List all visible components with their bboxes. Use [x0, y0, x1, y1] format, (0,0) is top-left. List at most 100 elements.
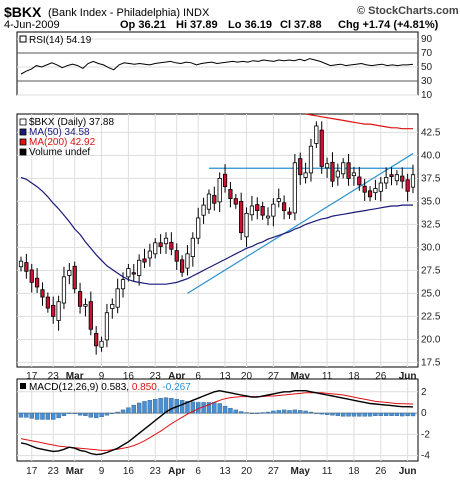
macd-histogram-bar: [136, 402, 142, 414]
candle-body: [40, 289, 45, 298]
macd-histogram-bar: [153, 399, 158, 414]
macd-x-tick-label: 11: [322, 466, 333, 477]
candle-body: [271, 203, 276, 217]
macd-legend-icon: [20, 383, 26, 389]
macd-x-axis: 17 23 Mar 9 16 23 Apr 6 13 20 27 May 11 18 26 Jun: [26, 466, 416, 477]
price-tick-label: 35.0: [421, 196, 441, 207]
macd-histogram-bar: [351, 412, 357, 417]
macd-tick-label: 0: [421, 408, 427, 419]
candle-body: [88, 301, 93, 330]
price-tick-label: 20.0: [421, 334, 441, 345]
macd-legend-part: , -0.267: [157, 382, 191, 393]
price-tick-label: 42.5: [421, 127, 441, 138]
candle-body: [56, 301, 61, 321]
macd-signal-line: [20, 392, 414, 451]
macd-histogram-bar: [217, 403, 222, 414]
candle-body: [83, 304, 88, 307]
price-x-tick-label: 23: [48, 371, 60, 382]
price-x-tick-label: 11: [322, 371, 333, 382]
chart-exchange: INDX: [183, 7, 210, 19]
candle-body: [341, 162, 346, 175]
macd-histogram-bar: [169, 397, 174, 414]
price-tick-label: 32.5: [421, 219, 441, 230]
macd-histogram-bar: [115, 411, 120, 414]
macd-histogram-bar: [238, 411, 244, 414]
rsi-tick-label: 70: [421, 48, 433, 59]
candle-body: [362, 185, 367, 193]
macd-x-tick-label: 6: [195, 466, 201, 477]
macd-x-tick-label: May: [291, 466, 311, 477]
candle-body: [351, 172, 357, 177]
candle-body: [373, 188, 378, 194]
candle-body: [212, 195, 217, 204]
price-legend-swatch: [19, 148, 27, 156]
candle-body: [255, 204, 260, 211]
candle-body: [367, 190, 373, 198]
macd-panel: -4 -2 0 2 17 23 Mar 9 16 23 Apr 6 13 20 27 May 11 18 26 Ju…: [16, 378, 430, 477]
macd-histogram-bar: [383, 412, 389, 416]
macd-histogram-bar: [163, 397, 169, 414]
price-tick-label: 27.5: [421, 265, 441, 276]
macd-histogram-bar: [29, 412, 34, 419]
candle-body: [110, 304, 115, 309]
price-tick-label: 30.0: [421, 242, 441, 253]
candle-body: [45, 296, 50, 309]
macd-histogram-bar: [400, 412, 405, 417]
candle-body: [324, 163, 330, 169]
candle-body: [185, 253, 190, 269]
macd-histogram-bar: [335, 412, 341, 416]
candle-body: [378, 182, 383, 192]
macd-tick-label: -4: [421, 451, 430, 462]
macd-histogram-bar: [340, 412, 346, 417]
macd-histogram-bar: [249, 412, 255, 414]
macd-histogram-bar: [99, 412, 104, 418]
price-legend-swatch: [19, 128, 27, 136]
macd-histogram-bar: [67, 412, 72, 414]
macd-histogram-bar: [222, 405, 228, 414]
candle-body: [249, 205, 255, 216]
macd-histogram-bar: [271, 410, 276, 414]
macd-histogram-bar: [292, 409, 298, 414]
macd-x-tick-label: 27: [268, 466, 280, 477]
macd-panel-frame: [16, 378, 419, 462]
macd-legend-part: 0.850: [132, 382, 157, 393]
candle-body: [384, 177, 389, 184]
macd-x-tick-label: Jun: [399, 466, 417, 477]
macd-tick-label: -2: [421, 429, 430, 440]
candle-body: [217, 177, 222, 203]
macd-histogram-bar: [346, 412, 351, 417]
rsi-legend-icon: [19, 35, 27, 43]
candle-body: [190, 237, 195, 257]
price-x-tick-label: 20: [241, 371, 253, 382]
macd-histogram-bar: [281, 409, 287, 414]
price-x-tick-label: 17: [26, 371, 38, 382]
candle-body: [314, 125, 319, 144]
candle-body: [142, 258, 147, 263]
macd-histogram-bar: [51, 412, 56, 420]
macd-histogram-bar: [378, 412, 383, 416]
price-x-tick-label: 27: [268, 371, 280, 382]
quote-close: Cl 37.88: [280, 19, 322, 31]
macd-histogram-bar: [56, 412, 61, 419]
price-tick-label: 37.5: [421, 173, 441, 184]
quote-high: Hi 37.89: [176, 19, 218, 31]
macd-x-tick-label: 26: [375, 466, 387, 477]
candle-body: [405, 179, 410, 192]
macd-histogram-bar: [18, 412, 24, 418]
candle-body: [158, 242, 163, 247]
macd-histogram-bar: [61, 412, 67, 416]
macd-histogram-bar: [126, 407, 131, 414]
macd-series: [18, 389, 416, 456]
macd-x-tick-label: 20: [241, 466, 253, 477]
macd-histogram-bar: [410, 412, 416, 417]
candle-body: [131, 272, 136, 275]
macd-histogram-bar: [298, 410, 303, 414]
macd-x-tick-label: 16: [123, 466, 135, 477]
price-x-tick-label: 13: [219, 371, 231, 382]
candle-body: [99, 340, 104, 348]
price-x-tick-label: Apr: [168, 371, 185, 382]
candle-body: [335, 170, 340, 178]
candle-body: [126, 268, 131, 278]
